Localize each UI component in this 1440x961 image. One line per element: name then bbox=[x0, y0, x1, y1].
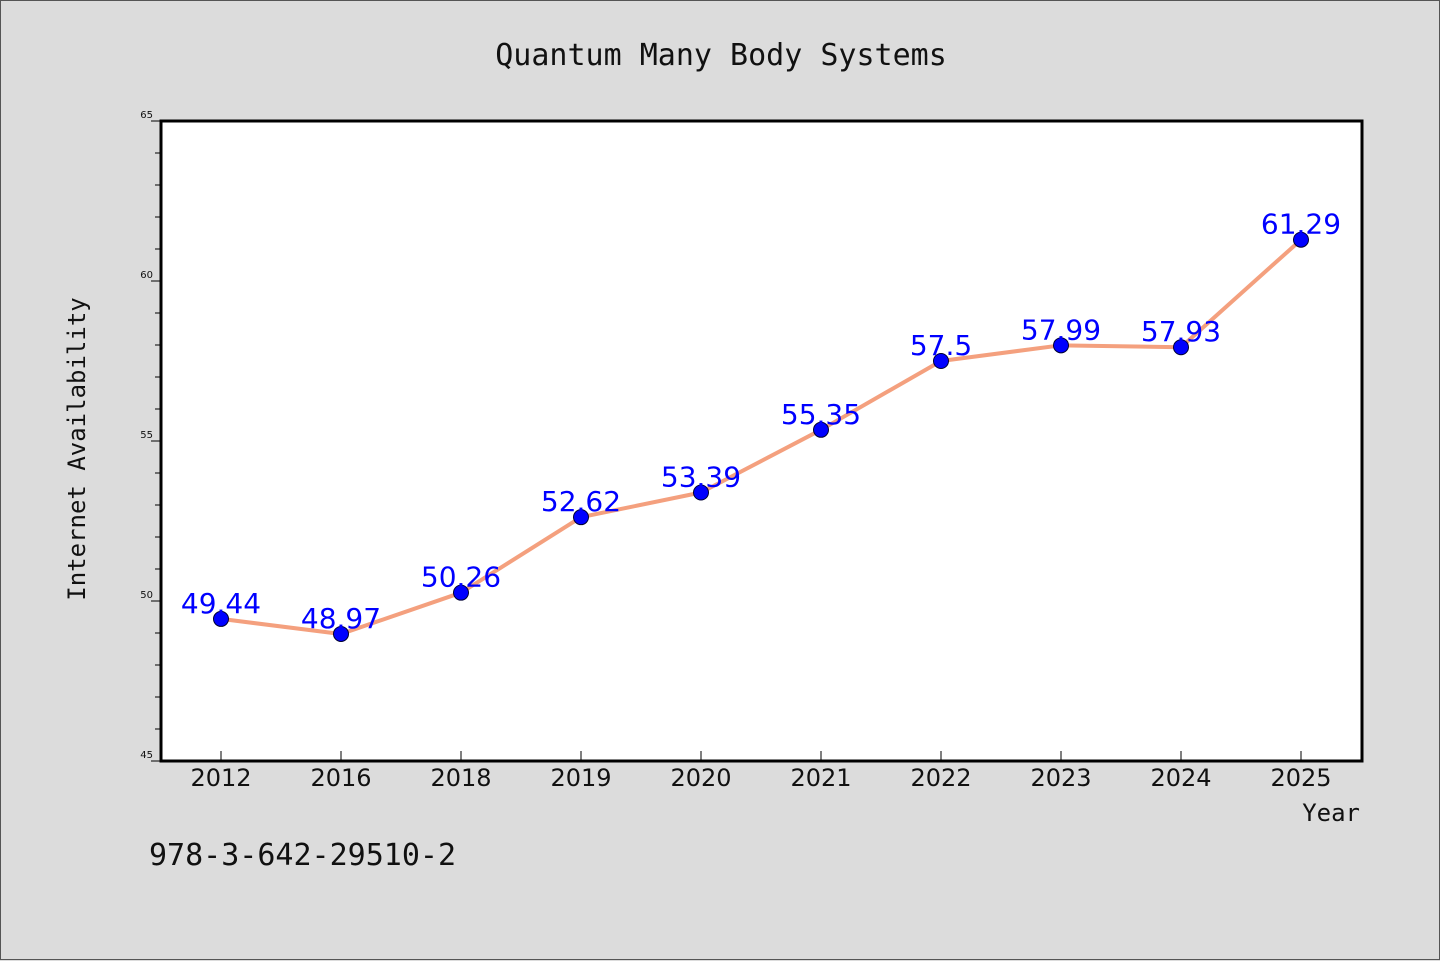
y-tick-label: 65 bbox=[140, 110, 153, 121]
x-tick-label: 2016 bbox=[310, 764, 371, 792]
data-point-marker bbox=[453, 584, 469, 601]
data-point-marker bbox=[693, 484, 709, 501]
data-point-marker bbox=[813, 421, 829, 438]
y-tick-label: 45 bbox=[140, 750, 153, 761]
y-axis-label: Internet Availability bbox=[63, 297, 91, 600]
x-tick-label: 2022 bbox=[910, 764, 971, 792]
y-tick-label: 55 bbox=[140, 430, 153, 441]
data-point-marker bbox=[213, 610, 229, 627]
x-tick-label: 2024 bbox=[1150, 764, 1211, 792]
data-point-marker bbox=[1293, 231, 1309, 248]
data-label: 57.93 bbox=[1141, 315, 1221, 348]
x-tick-label: 2012 bbox=[190, 764, 251, 792]
data-label: 52.62 bbox=[541, 485, 621, 518]
data-point-marker bbox=[573, 509, 589, 526]
y-axis: 45 50 55 60 65 bbox=[140, 110, 161, 762]
data-point-marker bbox=[933, 353, 949, 369]
data-label: 53.39 bbox=[661, 461, 741, 494]
x-axis: 2012 2016 2018 2019 2020 2021 2022 2023 2024 2025 bbox=[190, 751, 1332, 792]
data-label: 61.29 bbox=[1261, 208, 1341, 241]
x-tick-label: 2018 bbox=[430, 764, 491, 792]
y-tick-label: 50 bbox=[140, 590, 153, 601]
x-tick-label: 2023 bbox=[1030, 764, 1091, 792]
chart-title: Quantum Many Body Systems bbox=[495, 38, 947, 73]
x-tick-label: 2021 bbox=[790, 764, 851, 792]
y-tick-label: 60 bbox=[140, 270, 153, 281]
plot-area bbox=[159, 119, 1364, 763]
data-point-marker bbox=[333, 625, 349, 642]
data-label: 55.35 bbox=[781, 398, 861, 431]
data-label: 50.26 bbox=[421, 561, 501, 594]
x-tick-label: 2025 bbox=[1270, 764, 1331, 792]
annotation-text: 978-3-642-29510-2 bbox=[149, 838, 456, 873]
data-point-marker bbox=[1053, 337, 1069, 354]
x-tick-label: 2019 bbox=[550, 764, 611, 792]
x-tick-label: 2020 bbox=[670, 764, 731, 792]
x-axis-label: Year bbox=[1302, 799, 1360, 827]
data-point-marker bbox=[1173, 339, 1189, 356]
series-line bbox=[219, 237, 1303, 636]
data-label: 57.99 bbox=[1021, 313, 1101, 346]
series-line-group: 49.44 48.97 50.26 52.62 53.39 55.35 57.5 57.99 5… bbox=[181, 208, 1341, 642]
data-label: 48.97 bbox=[301, 602, 381, 635]
data-label: 57.5 bbox=[910, 329, 972, 362]
data-label: 49.44 bbox=[181, 587, 261, 620]
